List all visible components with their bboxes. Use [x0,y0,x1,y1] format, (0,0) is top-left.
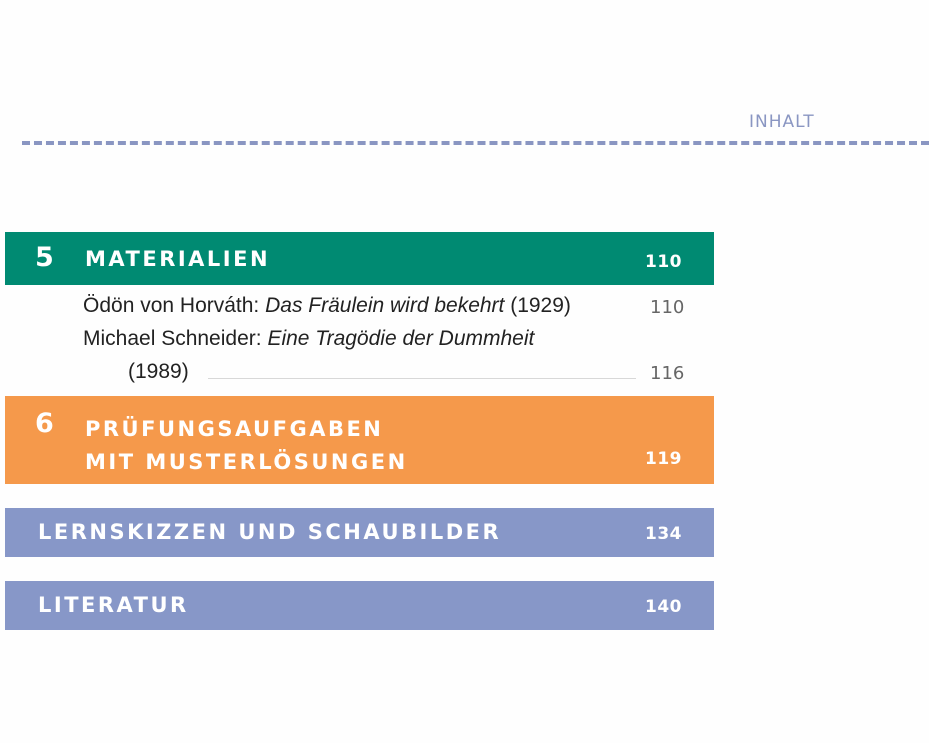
section-page-number: 119 [645,449,682,469]
entry-author: Ödön von Horváth: [83,294,266,317]
section-page-number: 134 [645,524,682,544]
section-title-line2: MIT MUSTERLÖSUNGEN [85,450,408,474]
section-title: LERNSKIZZEN UND SCHAUBILDER [38,520,502,544]
entry-year: (1989) [128,360,189,383]
section-materialien[interactable]: 5 MATERIALIEN 110 [5,232,714,285]
section-pruefungsaufgaben[interactable]: 6 PRÜFUNGSAUFGABEN MIT MUSTERLÖSUNGEN 11… [5,396,714,484]
leader-line [208,378,636,379]
section-page-number: 110 [645,252,682,272]
entry-author: Michael Schneider: [83,327,268,350]
section-number: 6 [35,408,54,439]
section-title-line1: PRÜFUNGSAUFGABEN [85,417,384,441]
section-title: MATERIALIEN [85,247,271,271]
section-page-number: 140 [645,597,682,617]
dashed-divider [22,141,929,145]
toc-entry-horvath[interactable]: Ödön von Horváth: Das Fräulein wird beke… [83,294,571,318]
entry-page-number: 110 [650,297,685,318]
entry-page-number: 116 [650,363,685,384]
entry-work-title: Das Fräulein wird bekehrt [265,294,505,317]
section-title: LITERATUR [38,593,189,617]
header-label: INHALT [749,112,815,132]
entry-work-title: Eine Tragödie der Dummheit [267,327,535,350]
section-title: PRÜFUNGSAUFGABEN MIT MUSTERLÖSUNGEN [85,413,408,479]
entry-year: (1929) [504,294,571,317]
section-lernskizzen[interactable]: LERNSKIZZEN UND SCHAUBILDER 134 [5,508,714,557]
section-number: 5 [35,242,54,273]
section-literatur[interactable]: LITERATUR 140 [5,581,714,630]
toc-entry-schneider[interactable]: Michael Schneider: Eine Tragödie der Dum… [83,327,534,351]
